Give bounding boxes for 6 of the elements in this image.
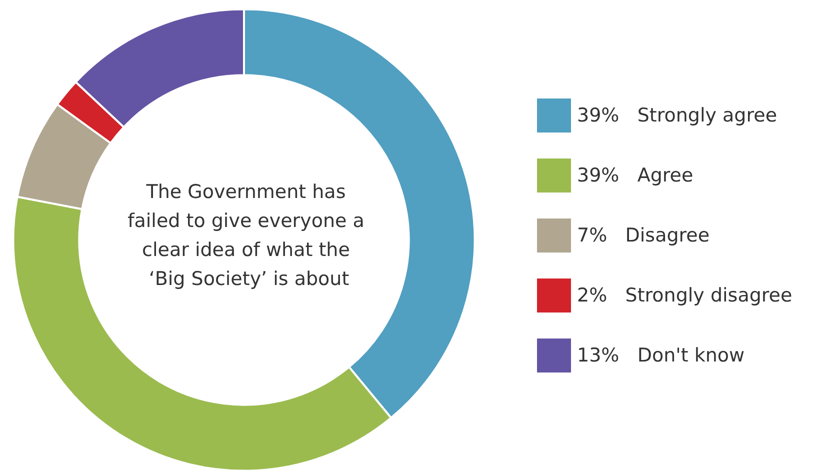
legend-label: 13% Don't know [577,344,745,366]
text: The Government has failed to give everyone a clear idea of what the ‘Big Society’ is about [128,181,370,290]
legend-label: 7% Disagree [577,224,710,246]
legend-label: 2% Strongly disagree [577,284,792,306]
legend-label: 39% Strongly agree [577,104,778,126]
legend-label: 39% Agree [577,164,694,186]
